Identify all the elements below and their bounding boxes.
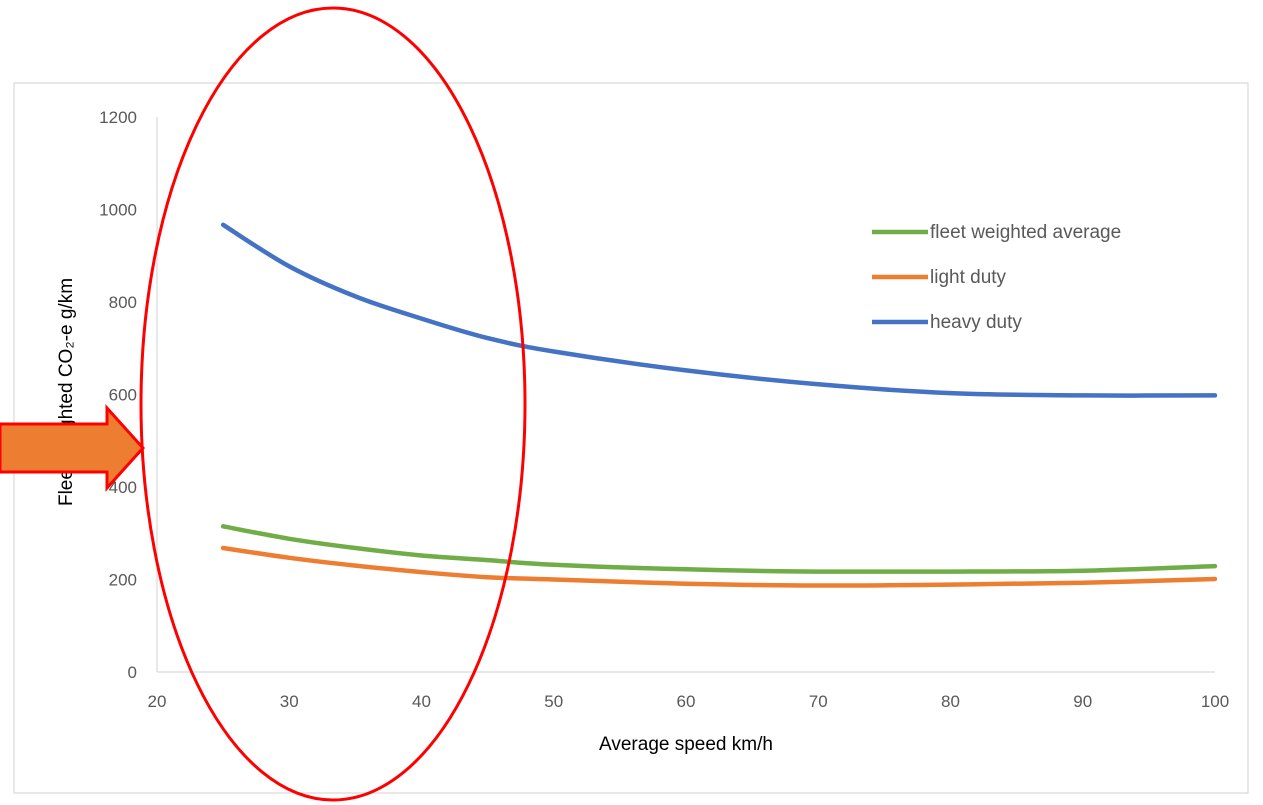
highlight-ellipse: [139, 6, 527, 802]
series-line-heavy-duty: [220, 222, 1218, 398]
y-tick-label: 0: [128, 663, 137, 682]
y-axis: 0 200 400 600 800 1000 1200: [99, 108, 137, 682]
y-tick-label: 600: [109, 386, 137, 405]
arrow-annotation-icon: [0, 404, 146, 492]
x-tick-label: 90: [1073, 692, 1092, 711]
x-tick-label: 50: [544, 692, 563, 711]
x-tick-label: 80: [941, 692, 960, 711]
series-line-light-duty: [220, 545, 1218, 588]
legend-label: fleet weighted average: [930, 222, 1121, 243]
legend-label: heavy duty: [930, 312, 1022, 333]
x-tick-label: 100: [1201, 692, 1229, 711]
y-tick-label: 1000: [99, 201, 137, 220]
y-tick-label: 1200: [99, 108, 137, 127]
x-tick-label: 30: [280, 692, 299, 711]
chart-area-border: [13, 82, 1249, 794]
x-axis: 20 30 40 50 60 70 80 90 100: [148, 692, 1230, 711]
y-tick-label: 800: [109, 293, 137, 312]
y-tick-label: 400: [109, 478, 137, 497]
x-tick-label: 70: [809, 692, 828, 711]
y-tick-label: 200: [109, 571, 137, 590]
x-tick-label: 40: [412, 692, 431, 711]
x-tick-label: 20: [148, 692, 167, 711]
x-tick-label: 60: [677, 692, 696, 711]
legend-label: light duty: [930, 267, 1007, 288]
series-line-fleet-weighted-average: [220, 524, 1218, 575]
series-lines: [220, 222, 1218, 588]
x-axis-title: Average speed km/h: [599, 734, 773, 755]
legend: fleet weighted average light duty heavy du…: [872, 222, 1121, 333]
